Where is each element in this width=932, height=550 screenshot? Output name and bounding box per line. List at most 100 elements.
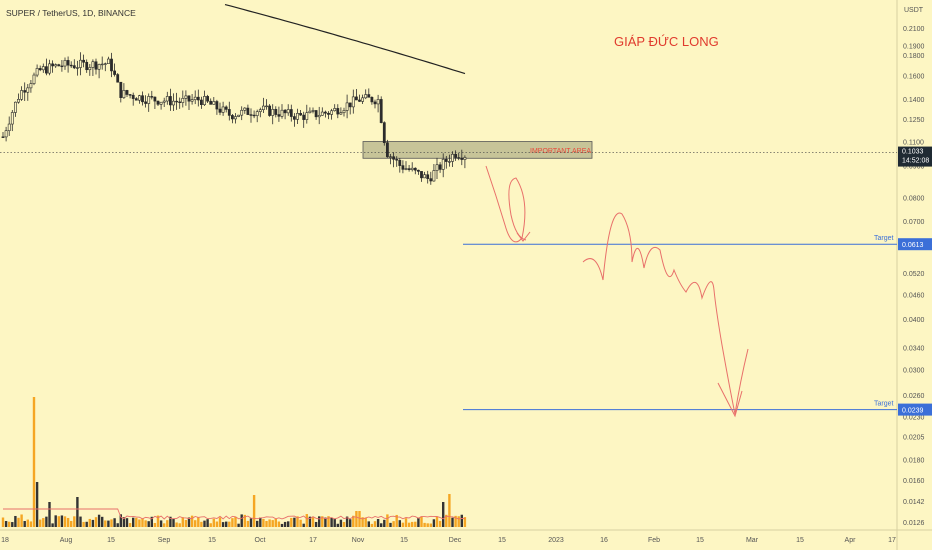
volume-bar <box>4 521 8 527</box>
candle-body <box>283 109 287 114</box>
candle-body <box>116 74 120 83</box>
candle-body <box>432 170 436 182</box>
candle-body <box>234 116 237 120</box>
volume-bar <box>66 517 70 527</box>
volume-bar <box>11 522 14 527</box>
x-tick-label: 15 <box>796 537 804 544</box>
volume-bar <box>97 514 101 527</box>
volume-bar <box>101 516 104 527</box>
volume-bar <box>361 517 364 527</box>
candle-body <box>190 99 194 102</box>
volume-bar <box>35 482 39 527</box>
volume-bar <box>231 518 234 527</box>
y-tick-label: 0.0126 <box>903 520 925 527</box>
volume-bar <box>318 516 321 527</box>
volume-bar <box>280 523 284 527</box>
volume-bar <box>228 521 231 527</box>
volume-bar <box>311 517 315 527</box>
candle-body <box>336 108 340 115</box>
projection-arrow-2 <box>717 382 743 418</box>
volume-bar <box>423 522 426 527</box>
important-area-box <box>362 141 593 159</box>
projection-path-2 <box>582 212 749 415</box>
volume-bar <box>29 521 33 527</box>
volume-bar <box>373 521 377 527</box>
candle-body <box>246 107 250 115</box>
candle-body <box>311 110 315 112</box>
currency-label: USDT <box>904 7 924 14</box>
volume-bar <box>364 517 367 527</box>
candle-body <box>426 174 430 179</box>
candle-body <box>122 90 126 98</box>
volume-bar <box>314 521 318 527</box>
candle-body <box>200 99 203 105</box>
volume-bar <box>420 516 423 527</box>
volume-bar <box>94 517 98 527</box>
candle-body <box>252 114 256 117</box>
candle-body <box>463 157 467 160</box>
volume-bar <box>336 523 339 527</box>
candle-body <box>26 87 30 93</box>
volume-bar <box>178 523 181 527</box>
candle-body <box>153 96 157 102</box>
last-price-value: 0.1033 <box>902 149 924 156</box>
volume-bar <box>218 517 222 527</box>
y-tick-label: 0.0260 <box>903 393 925 400</box>
volume-bar <box>277 521 281 527</box>
volume-bar <box>259 517 262 527</box>
volume-bar <box>457 516 460 527</box>
candle-body <box>88 67 92 71</box>
volume-bar <box>305 514 308 527</box>
candle-body <box>379 99 383 123</box>
candle-body <box>128 94 132 96</box>
candle-body <box>107 58 110 64</box>
volume-bar <box>380 523 383 527</box>
volume-bar <box>45 516 48 527</box>
volume-bar <box>262 518 265 527</box>
candle-body <box>370 96 374 103</box>
candle-body <box>4 130 8 138</box>
candle-body <box>444 159 448 162</box>
volume-bar <box>119 514 122 527</box>
target-price-value: 0.0239 <box>902 408 924 415</box>
candle-body <box>323 111 327 114</box>
volume-bar <box>181 517 184 527</box>
candle-body <box>131 94 135 99</box>
candle-body <box>261 105 265 110</box>
volume-bar <box>411 521 414 527</box>
candle-body <box>209 100 213 105</box>
volume-bar <box>153 522 157 527</box>
candle-body <box>32 74 36 84</box>
volume-bar <box>287 521 290 527</box>
candle-body <box>60 65 64 68</box>
y-tick-label: 0.2100 <box>903 26 925 33</box>
candle-body <box>308 110 312 114</box>
volume-bar <box>401 522 405 527</box>
volume-bar <box>252 495 256 527</box>
volume-bar <box>172 518 175 527</box>
candle-body <box>103 63 107 65</box>
x-tick-label: 17 <box>888 537 896 544</box>
volume-bar <box>175 522 178 527</box>
volume-bar <box>51 523 54 527</box>
candle-body <box>85 61 89 71</box>
volume-bar <box>321 516 324 527</box>
target-label: Target <box>874 235 894 242</box>
volume-bar <box>240 514 243 527</box>
candle-body <box>218 108 222 113</box>
volume-bar <box>438 520 442 527</box>
candle-body <box>54 64 58 67</box>
target-price-badge <box>898 403 932 416</box>
y-tick-label: 0.0340 <box>903 346 925 353</box>
candle-body <box>265 105 268 108</box>
volume-bar <box>225 521 228 527</box>
candle-body <box>203 96 206 105</box>
candle-body <box>243 107 247 111</box>
candle-body <box>274 109 278 115</box>
candle-body <box>438 164 442 170</box>
candle-body <box>57 64 61 67</box>
candle-body <box>342 110 346 113</box>
y-tick-label: 0.0960 <box>903 163 925 170</box>
